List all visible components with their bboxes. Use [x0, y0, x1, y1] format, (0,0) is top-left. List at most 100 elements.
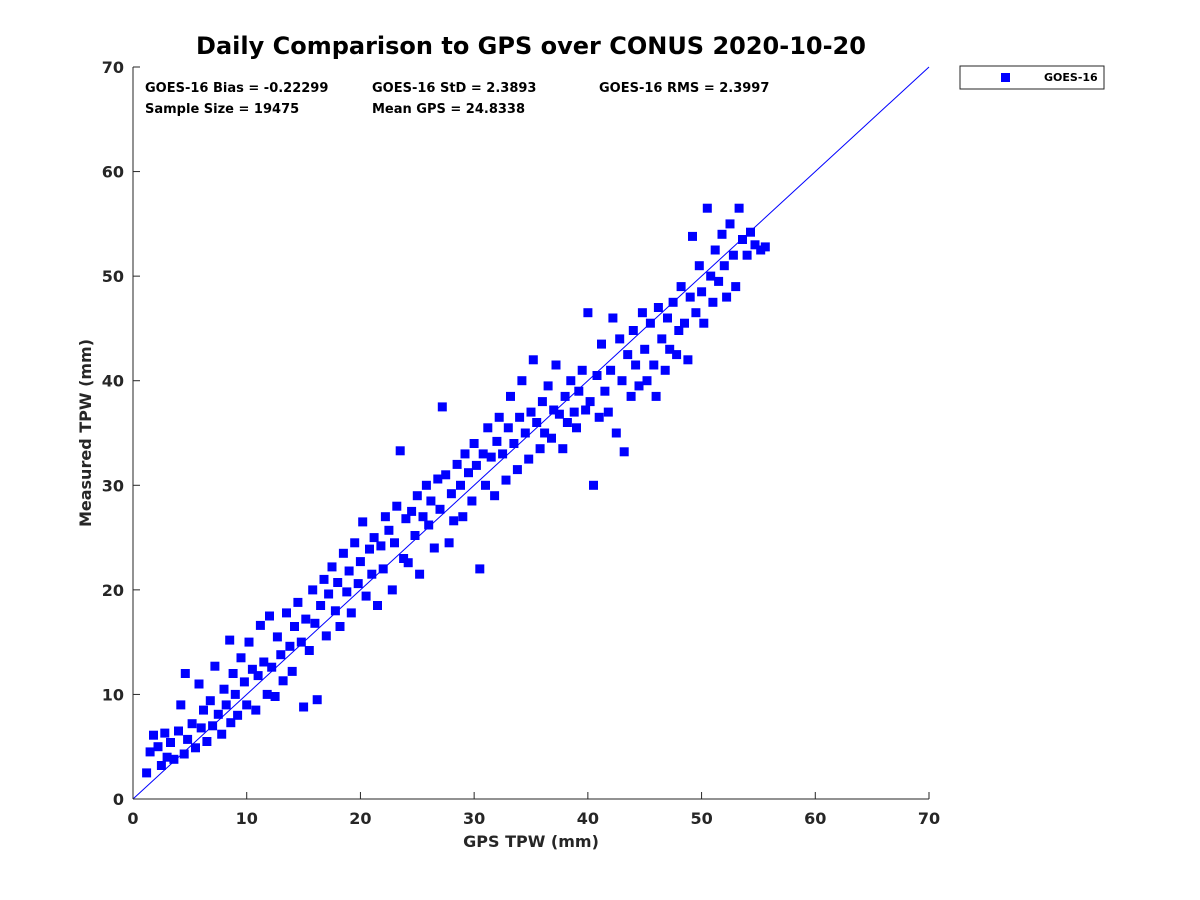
data-point-54: [299, 702, 309, 712]
data-point-28: [226, 718, 236, 728]
data-point-110: [458, 512, 468, 522]
data-point-117: [478, 449, 488, 459]
x-axis-label: GPS TPW (mm): [463, 832, 599, 851]
data-point-153: [581, 405, 591, 415]
data-point-135: [528, 355, 538, 365]
data-point-188: [680, 318, 689, 328]
data-point-209: [742, 250, 752, 260]
data-point-157: [592, 371, 602, 380]
data-point-83: [380, 512, 390, 522]
data-point-66: [333, 578, 343, 587]
data-point-207: [734, 203, 744, 213]
data-point-154: [583, 308, 593, 318]
data-point-74: [355, 557, 365, 567]
data-point-25: [219, 684, 229, 694]
data-point-213: [760, 242, 770, 252]
data-point-94: [412, 491, 422, 501]
data-point-64: [327, 562, 337, 572]
data-point-24: [217, 729, 227, 739]
data-point-119: [483, 423, 493, 433]
data-point-128: [509, 439, 519, 448]
data-point-55: [301, 614, 311, 624]
data-point-162: [606, 365, 616, 375]
data-point-87: [392, 501, 402, 511]
data-point-38: [253, 671, 263, 681]
data-point-172: [634, 381, 644, 391]
data-point-211: [750, 240, 760, 250]
data-point-40: [259, 657, 269, 667]
data-point-164: [611, 428, 621, 438]
data-point-36: [247, 664, 257, 674]
y-tick-label-6: 60: [102, 163, 124, 182]
annotation-std: GOES-16 StD = 2.3893: [372, 81, 536, 96]
data-point-62: [321, 631, 331, 641]
scatter-points: [142, 203, 770, 778]
data-point-9: [174, 726, 183, 736]
data-point-171: [631, 360, 641, 370]
data-point-3: [153, 742, 163, 752]
y-tick-label-2: 20: [102, 581, 124, 600]
data-point-194: [697, 287, 707, 297]
data-point-169: [626, 391, 636, 401]
data-point-75: [358, 517, 368, 527]
data-point-136: [532, 418, 542, 427]
data-point-195: [699, 318, 709, 328]
y-tick-label-7: 70: [102, 58, 124, 77]
data-point-18: [199, 705, 208, 715]
one-to-one-reference-line: [132, 66, 930, 800]
data-point-155: [585, 397, 595, 407]
data-point-192: [691, 308, 701, 318]
data-point-45: [272, 632, 282, 642]
data-point-30: [230, 689, 240, 699]
data-point-49: [285, 641, 295, 651]
data-point-152: [577, 365, 587, 375]
data-point-15: [191, 743, 200, 753]
data-point-139: [540, 428, 550, 438]
data-point-88: [395, 446, 405, 456]
data-point-0: [142, 768, 152, 778]
data-point-115: [471, 460, 481, 470]
data-point-137: [535, 444, 545, 454]
legend-box: [959, 65, 1105, 90]
data-point-189: [683, 355, 693, 365]
data-point-39: [255, 620, 265, 630]
x-tick-label-2: 20: [349, 809, 371, 828]
data-point-174: [640, 344, 650, 354]
data-point-148: [566, 376, 576, 386]
data-point-93: [410, 531, 420, 540]
data-point-90: [401, 514, 411, 524]
data-point-191: [688, 231, 697, 241]
data-point-46: [276, 650, 286, 660]
data-point-22: [210, 661, 220, 671]
data-point-151: [574, 386, 584, 396]
data-point-85: [387, 585, 397, 595]
data-point-167: [619, 447, 629, 457]
data-point-199: [710, 245, 720, 255]
data-point-99: [426, 496, 436, 506]
data-point-129: [512, 465, 522, 475]
x-tick-label-0: 0: [127, 809, 138, 828]
data-point-50: [287, 666, 297, 676]
data-point-43: [267, 662, 277, 672]
data-point-77: [365, 544, 374, 554]
data-point-193: [694, 261, 704, 271]
data-point-144: [554, 409, 564, 419]
data-point-163: [608, 313, 618, 323]
data-point-150: [572, 423, 581, 433]
y-tick-label-3: 30: [102, 476, 124, 495]
data-point-112: [464, 468, 473, 478]
data-point-198: [708, 297, 718, 307]
x-tick-label-1: 10: [236, 809, 258, 828]
data-point-146: [560, 391, 570, 401]
data-point-12: [180, 669, 190, 678]
data-point-183: [665, 344, 675, 354]
data-point-180: [657, 334, 667, 344]
data-point-201: [717, 229, 727, 239]
data-point-134: [526, 407, 536, 417]
data-point-143: [551, 360, 561, 370]
data-point-98: [424, 520, 434, 530]
data-point-35: [244, 637, 254, 647]
data-point-100: [429, 543, 439, 553]
data-point-37: [251, 705, 261, 715]
annotation-sample-size: Sample Size = 19475: [145, 102, 299, 117]
